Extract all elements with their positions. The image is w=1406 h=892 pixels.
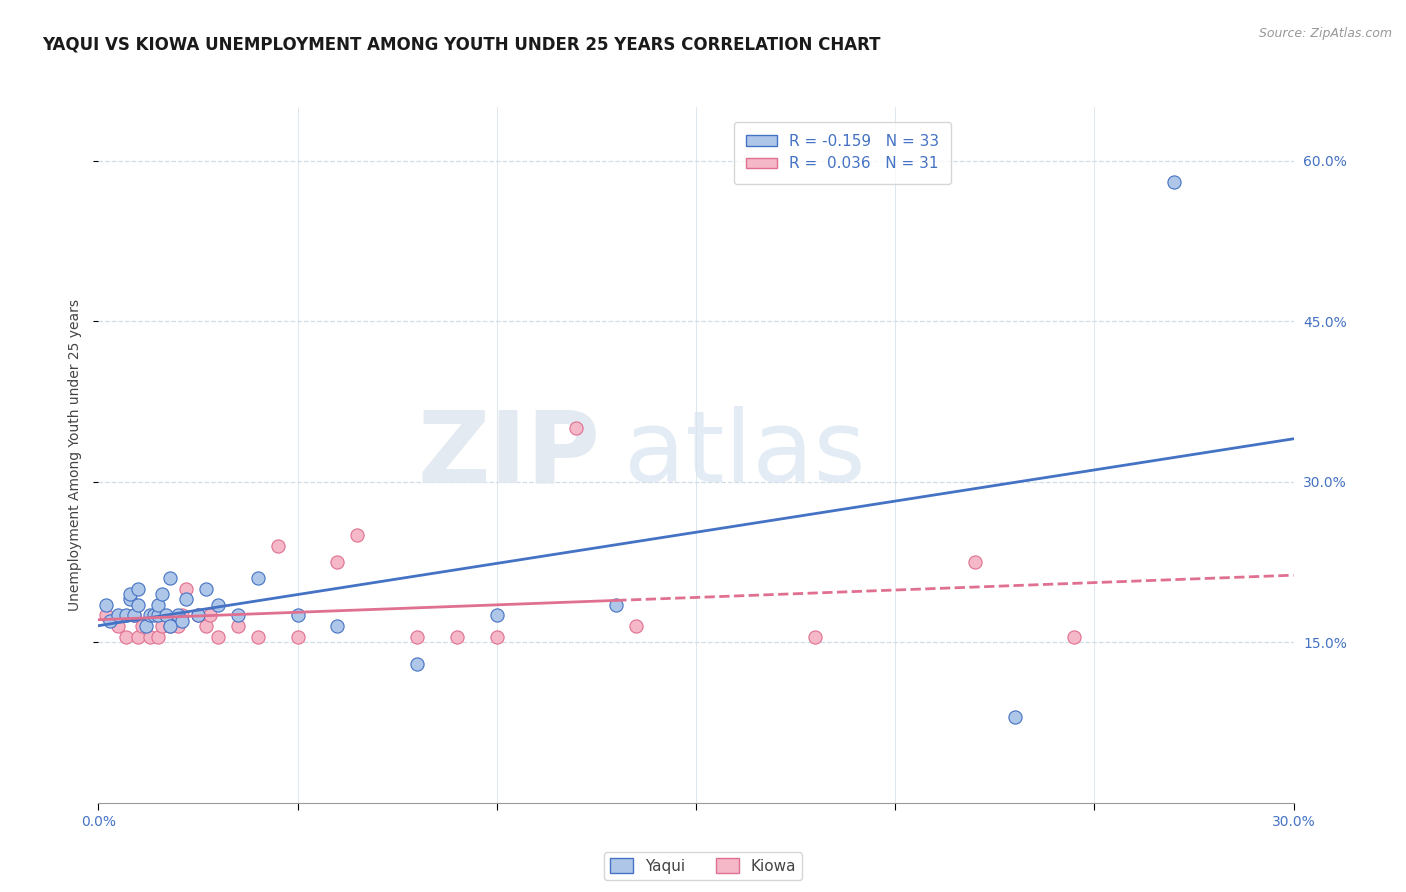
Point (198, 608, 221, 623)
Point (326, 555, 349, 569)
Point (120, 587, 142, 601)
Point (124, 608, 146, 623)
Point (127, 582, 149, 596)
Point (406, 630, 429, 644)
Point (446, 630, 468, 644)
Point (226, 619, 249, 633)
Point (96, 598, 118, 612)
Point (96, 608, 118, 623)
Point (246, 630, 269, 644)
Point (626, 619, 648, 633)
Point (159, 619, 181, 633)
Point (115, 608, 138, 623)
Point (148, 608, 170, 623)
Text: YAQUI VS KIOWA UNEMPLOYMENT AMONG YOUTH UNDER 25 YEARS CORRELATION CHART: YAQUI VS KIOWA UNEMPLOYMENT AMONG YOUTH … (42, 36, 880, 54)
Point (107, 608, 129, 623)
Y-axis label: Unemployment Among Youth under 25 years: Unemployment Among Youth under 25 years (67, 299, 82, 611)
Point (167, 619, 190, 633)
Point (207, 598, 229, 612)
Point (143, 608, 166, 623)
Point (135, 619, 157, 633)
Point (195, 619, 218, 633)
Point (150, 619, 173, 633)
Point (100, 614, 122, 628)
Point (148, 630, 170, 644)
Point (187, 608, 209, 623)
Text: Source: ZipAtlas.com: Source: ZipAtlas.com (1258, 27, 1392, 40)
Point (226, 608, 249, 623)
Point (485, 630, 508, 644)
Point (287, 630, 309, 644)
Point (174, 582, 197, 596)
Point (963, 555, 986, 569)
Point (115, 630, 138, 644)
Point (326, 619, 349, 633)
Point (159, 619, 181, 633)
Point (107, 619, 129, 633)
Point (131, 619, 153, 633)
Point (172, 614, 194, 628)
Text: atlas: atlas (624, 407, 866, 503)
Point (246, 571, 269, 585)
Point (127, 630, 149, 644)
Legend: Yaqui, Kiowa: Yaqui, Kiowa (603, 852, 803, 880)
Point (346, 528, 368, 542)
Point (195, 582, 218, 596)
Point (485, 608, 508, 623)
Point (187, 608, 209, 623)
Point (124, 608, 146, 623)
Point (172, 608, 194, 623)
Point (406, 657, 429, 671)
Point (155, 608, 177, 623)
Point (148, 598, 170, 612)
Point (287, 608, 309, 623)
Point (267, 539, 290, 553)
Point (207, 630, 229, 644)
Point (174, 592, 197, 607)
Text: ZIP: ZIP (418, 407, 600, 503)
Point (1004, 710, 1026, 724)
Point (120, 592, 142, 607)
Point (1063, 630, 1085, 644)
Point (139, 608, 162, 623)
Point (127, 598, 149, 612)
Point (159, 571, 181, 585)
Point (804, 630, 827, 644)
Point (1163, 175, 1185, 189)
Legend: R = -0.159   N = 33, R =  0.036   N = 31: R = -0.159 N = 33, R = 0.036 N = 31 (734, 121, 952, 184)
Point (139, 630, 162, 644)
Point (150, 587, 173, 601)
Point (565, 421, 588, 435)
Point (605, 598, 627, 612)
Point (167, 608, 190, 623)
